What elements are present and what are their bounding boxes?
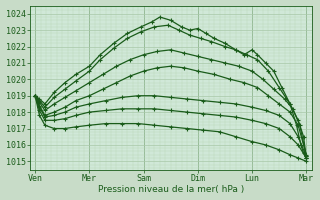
X-axis label: Pression niveau de la mer( hPa ): Pression niveau de la mer( hPa ): [98, 185, 244, 194]
